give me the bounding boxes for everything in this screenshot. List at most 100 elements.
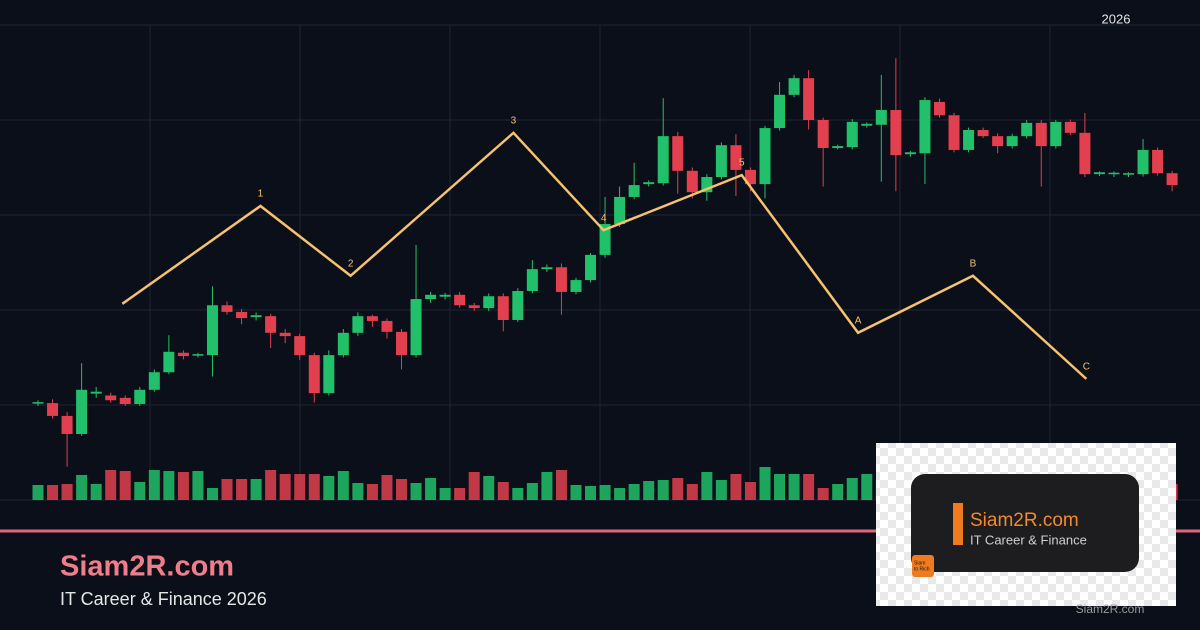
volume-bar (701, 472, 713, 500)
candle-body (701, 177, 713, 193)
candle-body (672, 136, 684, 171)
candle-body (846, 121, 858, 148)
candle-body (919, 100, 931, 154)
candle-body (279, 332, 291, 337)
candle-body (323, 355, 335, 394)
candle-body (628, 185, 640, 197)
card-subtitle: IT Career & Finance (970, 532, 1087, 547)
volume-bar (817, 488, 829, 500)
candle-body (963, 129, 975, 150)
volume-bar (657, 480, 669, 500)
volume-bar (352, 483, 364, 500)
candle-body (875, 110, 887, 125)
candle-body (788, 78, 800, 95)
candle-body (177, 352, 189, 357)
candle-body (61, 415, 73, 434)
volume-bar (279, 474, 291, 500)
volume-bar (744, 482, 756, 500)
wave-label: 2 (348, 258, 354, 269)
volume-bar (788, 474, 800, 500)
badge-text: to Rich (914, 566, 930, 572)
volume-bar (366, 484, 378, 500)
candle-body (206, 305, 218, 356)
volume-bar (134, 482, 146, 500)
candle-body (643, 182, 655, 185)
volume-bar (555, 470, 567, 500)
logo-card (911, 474, 1139, 572)
candle-body (236, 311, 248, 319)
candle-body (585, 254, 597, 281)
candle-body (803, 78, 815, 120)
candle-body (774, 94, 786, 129)
candle-body (992, 136, 1004, 147)
candle-body (425, 294, 437, 300)
candle-body (308, 355, 320, 394)
volume-bar (148, 470, 160, 500)
volume-bar (206, 488, 218, 500)
volume-bar (47, 485, 59, 500)
watermark: Siam2R.com (1076, 602, 1145, 616)
badge-text: Siam (914, 560, 925, 566)
vertical-grid (149, 25, 1051, 500)
candle-body (105, 395, 117, 401)
volume-bar (585, 486, 597, 500)
volume-bar (236, 479, 248, 500)
candle-body (1123, 173, 1134, 175)
candle-body (686, 170, 698, 193)
corner-label: 2026 (1102, 11, 1131, 26)
candle-body (730, 145, 742, 170)
candle-body (366, 316, 378, 321)
candle-body (1035, 122, 1047, 147)
candle-body (1152, 149, 1164, 174)
wave-line (121, 131, 1088, 380)
site-name: Siam2R.com (60, 551, 234, 583)
volume-bar (774, 474, 786, 500)
wave-label: 5 (739, 158, 745, 169)
candle-body (555, 267, 567, 292)
candle-body (119, 397, 131, 405)
volume-bar (468, 472, 480, 500)
volume-bar (512, 488, 524, 500)
candle-body (1079, 132, 1091, 175)
volume-bar (686, 484, 698, 500)
volume-bar (90, 484, 102, 500)
wave-label: B (970, 258, 977, 269)
candle-body (541, 267, 553, 270)
candle-body (744, 169, 756, 185)
candle-body (599, 224, 611, 255)
badge (912, 555, 934, 577)
volume-bar (76, 475, 88, 500)
candle-body (933, 101, 945, 116)
candle-body (497, 296, 509, 320)
volume-bar (177, 472, 189, 500)
volume-bar (250, 479, 262, 500)
candle-body (1064, 121, 1076, 133)
volume-bar (861, 474, 873, 500)
wave-label: 4 (601, 213, 607, 224)
candle-body (483, 296, 495, 309)
candle-body (657, 136, 669, 184)
volume-bar (439, 488, 451, 500)
candle-body (454, 294, 466, 306)
volume-bar (265, 470, 277, 500)
candle-body (715, 145, 727, 177)
volume-bar (192, 471, 204, 500)
volume-bar (599, 485, 611, 500)
candle-body (890, 110, 902, 156)
volume-bar (294, 474, 306, 500)
tagline: IT Career & Finance 2026 (60, 589, 267, 609)
volume-bar (526, 483, 538, 500)
candle-body (352, 316, 364, 333)
volume-bar (105, 470, 117, 500)
volume-bar (570, 485, 582, 500)
candle-body (192, 354, 204, 356)
candle-body (526, 269, 538, 291)
volume-bar (381, 475, 393, 500)
logo-bar (953, 503, 963, 545)
candle-body (948, 115, 960, 150)
wave-label: A (855, 315, 862, 326)
candle-body (1137, 149, 1149, 175)
volume-bar (119, 471, 131, 500)
candle-body (1166, 173, 1178, 186)
